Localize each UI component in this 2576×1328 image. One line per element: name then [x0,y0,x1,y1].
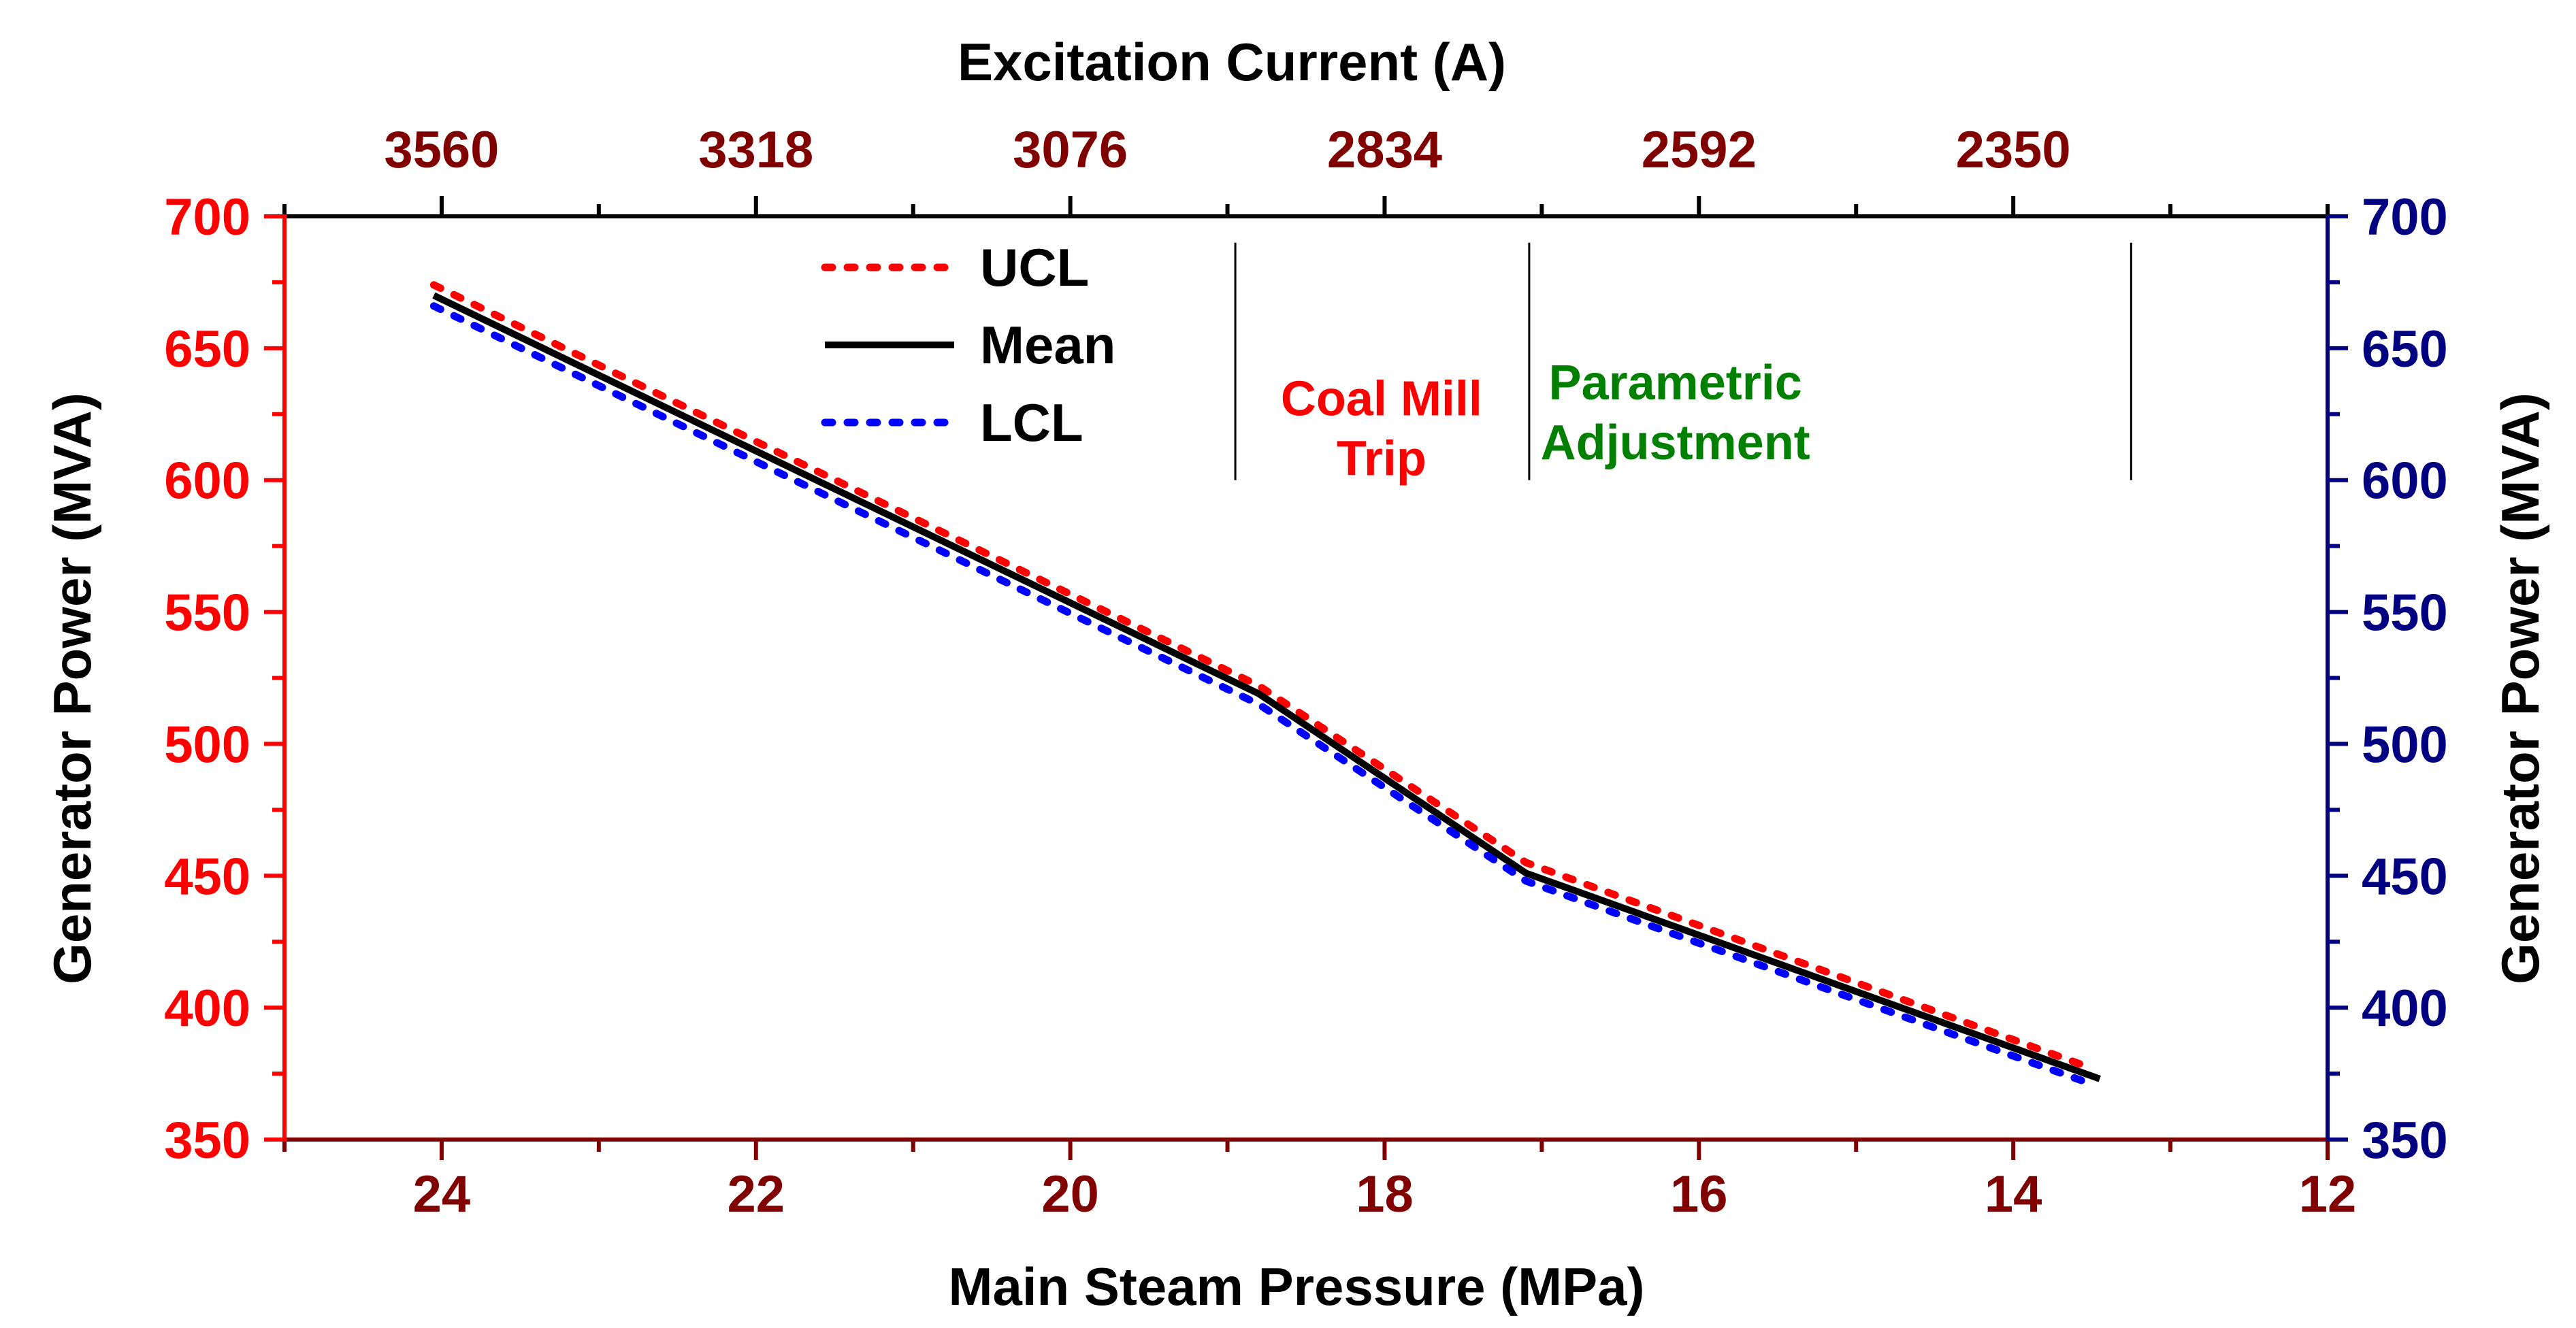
series-line-lcl [429,302,2096,1089]
x-top-tick-label: 2350 [1956,121,2071,179]
y-axis-title-right: Generator Power (MVA) [2490,393,2550,984]
tick-labels: 350 350 400 400 450 450 500 500 550 550 600 600 650 6… [164,121,2448,1223]
x-top-tick-label: 3318 [698,121,813,179]
legend: UCL Mean LCL [821,237,1115,452]
y-left-tick-label: 700 [164,188,250,246]
y-right-tick-label: 600 [2362,452,2448,510]
x-bottom-tick-label: 22 [727,1165,785,1223]
y-right-tick-label: 650 [2362,320,2448,378]
axis-ticks [264,196,2348,1160]
x-top-tick-label: 3076 [1013,121,1128,179]
x-bottom-tick-label: 14 [1985,1165,2042,1223]
series-line-ucl [429,281,2096,1072]
y-left-tick-label: 400 [164,980,250,1038]
x-bottom-tick-label: 18 [1356,1165,1414,1223]
y-right-tick-label: 350 [2362,1112,2448,1169]
x-top-tick-label: 2834 [1327,121,1442,179]
y-left-tick-label: 550 [164,584,250,642]
x-axis-title: Main Steam Pressure (MPa) [948,1257,1644,1316]
annotation-text: Trip [1337,431,1426,486]
series-lines [429,281,2101,1089]
annotation-text: Parametric [1549,356,1802,410]
annotation-text: Adjustment [1541,416,1810,470]
x-bottom-tick-label: 16 [1670,1165,1728,1223]
y-right-tick-label: 500 [2362,716,2448,774]
legend-label-mean: Mean [980,315,1115,375]
y-right-tick-label: 400 [2362,980,2448,1038]
y-left-tick-label: 350 [164,1112,250,1169]
x-top-tick-label: 2592 [1642,121,1757,179]
series-line-mean [432,292,2101,1082]
y-left-tick-label: 450 [164,848,250,906]
y-left-tick-label: 600 [164,452,250,510]
axes-frame [282,214,2330,1142]
y-right-tick-label: 550 [2362,584,2448,642]
y-axis-title-left: Generator Power (MVA) [42,393,102,984]
top-axis-title: Excitation Current (A) [958,32,1506,92]
y-right-tick-label: 700 [2362,188,2448,246]
y-right-tick-label: 450 [2362,848,2448,906]
x-bottom-tick-label: 12 [2299,1165,2357,1223]
region-dividers [1234,242,2132,480]
x-bottom-tick-label: 24 [413,1165,471,1223]
x-bottom-tick-label: 20 [1041,1165,1099,1223]
x-top-tick-label: 3560 [384,121,499,179]
legend-label-lcl: LCL [980,393,1083,452]
y-left-tick-label: 650 [164,320,250,378]
legend-label-ucl: UCL [980,237,1089,297]
annotation-text: Coal Mill [1281,371,1482,426]
y-left-tick-label: 500 [164,716,250,774]
